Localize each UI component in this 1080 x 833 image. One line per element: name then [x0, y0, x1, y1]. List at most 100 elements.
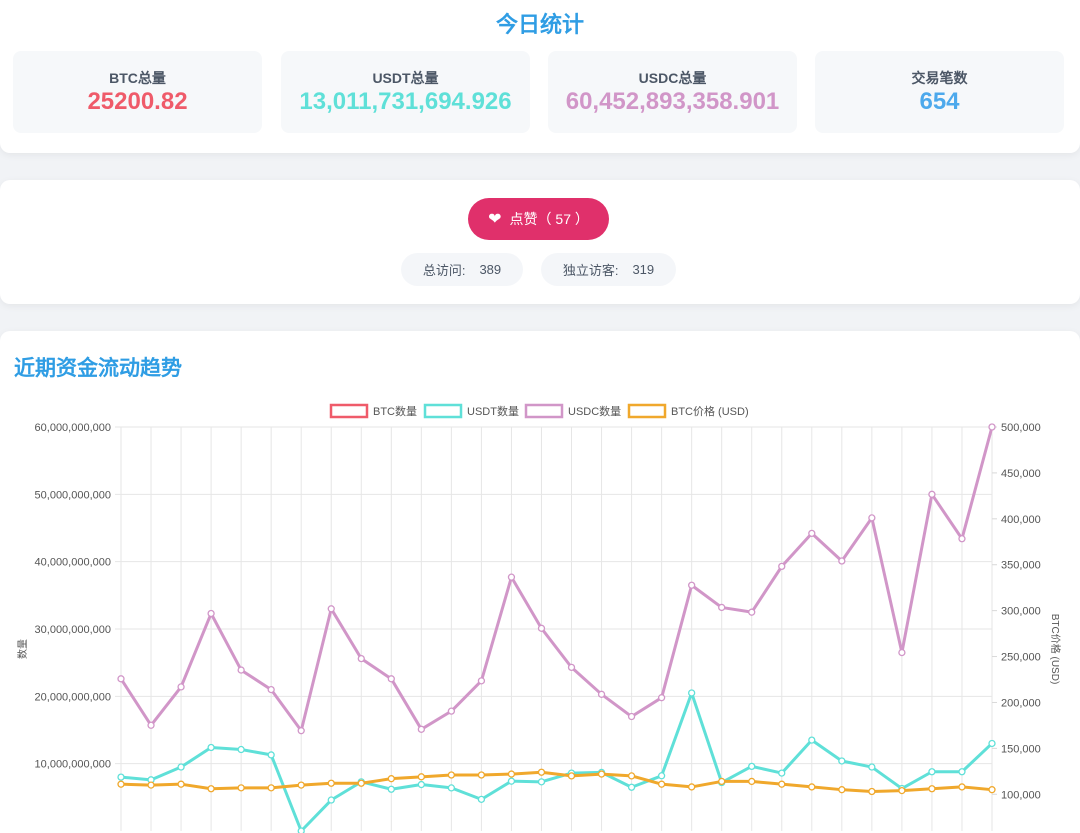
data-point: [267, 751, 275, 759]
data-point: [297, 827, 305, 833]
unique-visitors-label: 独立访客:: [562, 263, 619, 278]
right-axis-tick-label: 300,000: [1001, 606, 1041, 618]
data-point: [838, 557, 846, 565]
left-axis-title: 数量: [16, 639, 29, 659]
legend-label: BTC价格 (USD): [671, 404, 749, 418]
trend-chart: 60,000,000,000 50,000,000,000 40,000,000,0…: [16, 403, 1062, 833]
data-point: [207, 609, 215, 618]
data-point: [627, 712, 636, 721]
data-point: [688, 689, 696, 697]
data-point: [748, 608, 756, 616]
data-point: [748, 762, 756, 771]
stat-btc-total: BTC总量 25200.82: [13, 51, 262, 133]
data-point: [958, 783, 966, 791]
stat-value: 60,452,893,358.901: [565, 88, 780, 115]
data-point: [237, 784, 245, 792]
stat-label: USDC总量: [638, 70, 707, 86]
data-point: [147, 781, 155, 789]
data-point: [808, 529, 816, 538]
data-point: [477, 795, 486, 804]
data-point: [627, 783, 636, 791]
series-line: [120, 770, 993, 794]
data-point: [447, 707, 456, 715]
data-point: [928, 785, 936, 793]
trend-card: 近期资金流动趋势 60,000,000,000 50,000,000,000 40,…: [0, 331, 1080, 833]
legend-swatch: [423, 403, 463, 419]
data-point: [988, 423, 996, 431]
right-axis-tick-label: 200,000: [1001, 697, 1041, 709]
data-point: [928, 768, 936, 776]
like-button[interactable]: ❤ 点赞（ 57 ）: [468, 198, 609, 240]
data-point: [808, 736, 816, 744]
data-point: [567, 663, 576, 672]
data-point: [267, 685, 275, 694]
right-axis-tick-label: 400,000: [1001, 514, 1041, 526]
data-point: [207, 743, 215, 752]
left-axis-tick-label: 20,000,000,000: [35, 691, 111, 703]
right-axis-tick-label: 100,000: [1001, 789, 1041, 801]
data-point: [117, 773, 125, 781]
data-point: [898, 648, 906, 657]
total-visits-pill: 总访问: 389: [401, 253, 523, 286]
data-point: [177, 683, 185, 691]
data-point: [898, 786, 906, 795]
data-point: [958, 768, 966, 776]
data-point: [327, 605, 335, 613]
data-point: [988, 786, 996, 794]
data-point: [237, 666, 245, 674]
data-point: [868, 763, 876, 771]
data-point: [447, 784, 456, 792]
like-button-label: 点赞（ 57 ）: [509, 211, 589, 227]
data-point: [988, 739, 996, 748]
legend-swatch: [524, 403, 564, 419]
stat-usdt-total: USDT总量 13,011,731,694.926: [281, 51, 530, 133]
data-point: [357, 779, 365, 787]
right-axis-tick-label: 350,000: [1001, 560, 1041, 572]
stats-card: 今日统计 BTC总量 25200.82 USDT总量 13,011,731,69…: [0, 0, 1080, 153]
data-point: [627, 772, 636, 780]
right-axis-tick-label: 450,000: [1001, 468, 1041, 480]
data-point: [477, 771, 486, 779]
right-axis-tick-label: 500,000: [1001, 422, 1041, 434]
data-point: [177, 763, 185, 771]
stat-tx-count: 交易笔数 654: [815, 51, 1064, 133]
data-point: [357, 654, 365, 663]
data-point: [507, 777, 516, 785]
data-point: [928, 490, 936, 498]
data-point: [537, 778, 546, 786]
data-point: [387, 775, 395, 783]
data-point: [868, 514, 876, 522]
legend-swatch: [329, 403, 369, 419]
data-point: [808, 783, 816, 791]
data-point: [778, 562, 786, 571]
data-point: [657, 772, 666, 780]
data-point: [567, 772, 576, 780]
data-point: [748, 777, 756, 786]
stat-usdc-total: USDC总量 60,452,893,358.901: [548, 51, 797, 133]
right-axis-title: BTC价格 (USD): [1049, 614, 1062, 685]
data-point: [838, 757, 846, 765]
data-point: [718, 603, 726, 612]
data-point: [507, 770, 516, 778]
data-point: [597, 770, 606, 778]
data-point: [477, 677, 486, 685]
unique-visitors-pill: 独立访客: 319: [541, 253, 676, 286]
data-point: [657, 780, 666, 788]
stats-title: 今日统计: [495, 12, 584, 37]
total-visits-label: 总访问:: [422, 263, 466, 278]
stat-value: 654: [919, 88, 960, 115]
series-line: [119, 426, 994, 733]
data-point: [838, 786, 846, 794]
data-point: [537, 624, 546, 632]
data-point: [327, 796, 335, 804]
data-point: [117, 675, 125, 683]
data-point: [267, 784, 275, 792]
heart-icon: ❤: [488, 211, 502, 228]
data-point: [387, 675, 395, 683]
stat-label: 交易笔数: [911, 70, 968, 86]
left-axis-tick-label: 30,000,000,000: [35, 624, 111, 636]
legend-label: BTC数量: [373, 405, 417, 418]
unique-visitors-value: 319: [632, 262, 655, 277]
data-point: [207, 785, 215, 793]
data-point: [778, 769, 786, 777]
